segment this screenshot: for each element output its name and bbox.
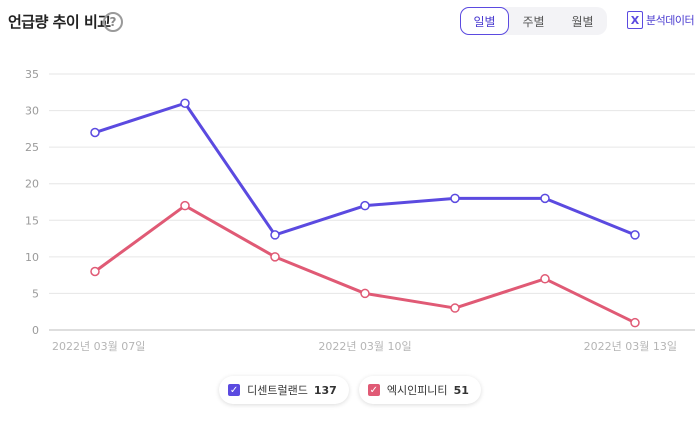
series-line-2 [93,204,637,325]
chart-header: 언급량 추이 비교 ? 일별 주별 월별 X 분석데이터 [0,0,700,50]
data-point [360,200,370,211]
data-point [270,252,280,262]
data-point [180,98,190,109]
y-tick-label: 10 [25,251,39,264]
y-tick-label: 0 [32,324,39,337]
export-data-button[interactable]: X 분석데이터 [627,11,695,29]
x-tick-label: 2022년 03월 07일 [52,339,145,353]
period-toggle: 일별 주별 월별 [460,7,607,35]
data-point [450,193,460,204]
legend-label: 엑시인피니티 [386,384,448,397]
data-point [540,274,550,284]
data-point [540,193,550,204]
data-point [90,266,100,277]
tab-daily[interactable]: 일별 [460,7,509,35]
legend-label: 디센트럴랜드 [247,384,308,397]
help-icon[interactable]: ? [103,12,123,32]
tab-weekly[interactable]: 주별 [522,14,545,29]
y-tick-label: 30 [25,105,39,118]
legend-count: 51 [453,383,469,397]
data-point [450,303,460,313]
chart-legend: ✓ 디센트럴랜드 137 ✓ 엑시인피니티 51 [0,376,700,406]
excel-icon: X [627,11,643,29]
data-point [180,200,190,211]
data-point [360,288,370,299]
checkbox-checked-icon: ✓ [228,384,241,396]
y-tick-label: 35 [25,68,39,81]
legend-item-axie-infinity[interactable]: ✓ 엑시인피니티 51 [358,376,481,404]
line-chart: 0 5 10 15 20 25 30 35 2022년 03월 07일 2022년 03월 10일… [25,68,695,353]
legend-item-decentraland[interactable]: ✓ 디센트럴랜드 137 [219,376,349,404]
y-tick-label: 15 [25,214,39,227]
checkbox-checked-icon: ✓ [367,384,380,396]
y-tick-label: 20 [25,178,39,191]
data-point [270,230,280,240]
data-point [90,127,100,138]
export-data-label: 분석데이터 [646,14,695,27]
data-point [630,230,640,240]
legend-count: 137 [313,383,337,397]
chart-title: 언급량 추이 비교 [8,13,111,31]
x-tick-label: 2022년 03월 10일 [318,339,411,353]
x-tick-label: 2022년 03월 13일 [584,339,677,353]
tab-monthly[interactable]: 월별 [571,14,594,29]
series-line-1 [93,101,637,237]
y-tick-label: 25 [25,141,39,154]
y-tick-label: 5 [32,287,39,300]
data-point [630,317,640,328]
